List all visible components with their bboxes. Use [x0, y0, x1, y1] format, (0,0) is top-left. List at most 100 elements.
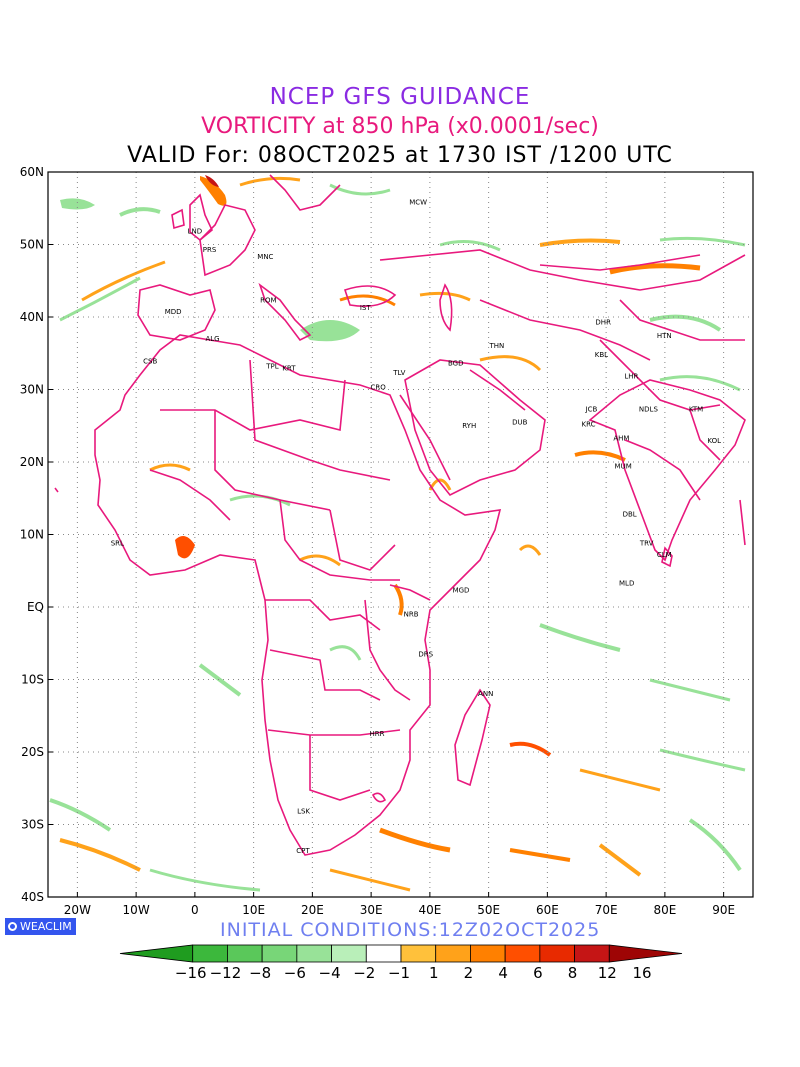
city-label-cro: CRO [371, 384, 387, 392]
colorbar-label: −2 [353, 964, 375, 982]
colorbar-segment [192, 944, 228, 963]
city-label-krc: KRC [582, 420, 596, 428]
city-label-prs: PRS [203, 246, 217, 254]
lat-label: 40N [20, 310, 44, 324]
lon-label: 40E [418, 903, 441, 917]
city-label-csb: CSB [143, 357, 157, 365]
city-label-dbl: DBL [623, 510, 637, 518]
colorbar-segment [435, 944, 471, 963]
vorticity-field [49, 175, 746, 892]
lat-label: 10N [20, 528, 44, 542]
lat-label: 50N [20, 238, 44, 252]
lat-label: 30N [20, 383, 44, 397]
city-label-jcb: JCB [585, 405, 598, 413]
colorbar-segment [296, 944, 332, 963]
lon-label: 20E [301, 903, 324, 917]
city-label-dhr: DHR [595, 318, 611, 326]
city-label-ahm: AHM [613, 434, 629, 442]
city-label-kbl: KBL [595, 351, 608, 359]
city-label-trv: TRV [639, 539, 654, 547]
city-label-lnd: LND [188, 228, 203, 236]
city-label-htn: HTN [657, 332, 672, 340]
city-label-lhr: LHR [624, 373, 638, 381]
colorbar-label: −16 [175, 964, 207, 982]
colorbar-segment [470, 944, 506, 963]
lon-label: 50E [477, 903, 500, 917]
colorbar: −16 −12 −8 −6 −4 −2 −1 1 2 4 6 8 12 16 [119, 944, 683, 982]
city-label-clm: CLM [657, 551, 672, 559]
colorbar-segment [400, 944, 437, 963]
colorbar-label: 6 [533, 964, 543, 982]
lon-label: 80E [653, 903, 676, 917]
colorbar-label: −8 [249, 964, 271, 982]
weaclim-logo: WEACLIM [5, 918, 76, 935]
lon-label: 30E [360, 903, 383, 917]
city-label-ann: ANN [478, 690, 493, 698]
map-title: NCEP GFS GUIDANCE [269, 84, 531, 110]
city-label-krt: KRT [282, 365, 296, 373]
colorbar-segment [539, 944, 575, 963]
lat-label: 30S [21, 818, 44, 832]
city-label-hrr: HRR [370, 730, 385, 738]
logo-ring-icon [8, 922, 17, 931]
colorbar-label: −4 [319, 964, 341, 982]
lat-lon-grid [48, 172, 753, 897]
city-label-ist: IST [360, 304, 372, 312]
colorbar-segment [365, 944, 402, 963]
city-label-mum: MUM [615, 463, 632, 471]
city-label-ndls: NDLS [639, 405, 659, 413]
lat-label: 20N [20, 455, 44, 469]
city-label-bgd: BGD [448, 360, 464, 368]
initial-conditions: INITIAL CONDITIONS:12Z02OCT2025 [220, 919, 601, 941]
colorbar-arrow-low [119, 944, 194, 963]
map-subtitle: VORTICITY at 850 hPa (x0.0001/sec) [201, 114, 599, 139]
lon-label: 70E [595, 903, 618, 917]
city-label-lsk: LSK [297, 808, 310, 816]
city-label-tlv: TLV [392, 369, 405, 377]
colorbar-label: 2 [464, 964, 474, 982]
city-labels: MCW LND PRS MNC ROM IST MDD ALG CSB TPL KRT CRO TLV B… [111, 199, 721, 855]
city-label-srl: SRL [111, 539, 124, 547]
valid-time: VALID For: 08OCT2025 at 1730 IST /1200 U… [127, 143, 673, 168]
lat-label: 20S [21, 745, 44, 759]
lon-label: 60E [536, 903, 559, 917]
longitude-labels: 20W 10W 0 10E 20E 30E 40E 50E 60E 70E 80E 90E [64, 892, 735, 917]
colorbar-segment [504, 944, 541, 963]
colorbar-label: 16 [632, 964, 651, 982]
city-label-tpl: TPL [265, 362, 278, 370]
colorbar-segment [331, 944, 367, 963]
lon-label: 90E [712, 903, 735, 917]
lon-label: 20W [64, 903, 91, 917]
lon-label: 10E [242, 903, 265, 917]
lon-label: 0 [191, 903, 199, 917]
city-label-mnc: MNC [257, 253, 273, 261]
colorbar-label: 12 [598, 964, 617, 982]
lat-label: 10S [21, 673, 44, 687]
city-label-rom: ROM [260, 297, 276, 305]
city-label-alg: ALG [205, 335, 219, 343]
lon-label: 10W [123, 903, 150, 917]
latitude-labels: 60N 50N 40N 30N 20N 10N EQ 10S 20S 30S 40S [20, 165, 53, 904]
colorbar-segment [261, 944, 298, 963]
city-label-kol: KOL [707, 437, 721, 445]
city-label-ktm: KTM [689, 405, 703, 413]
city-label-dub: DUB [512, 418, 528, 426]
city-label-mgd: MGD [453, 587, 470, 595]
colorbar-label: −1 [388, 964, 410, 982]
colorbar-arrow-high [608, 944, 683, 963]
city-label-thn: THN [488, 342, 504, 350]
city-label-mdd: MDD [165, 308, 182, 316]
coastlines [54, 174, 746, 856]
city-label-ryh: RYH [462, 422, 476, 430]
colorbar-label: 8 [568, 964, 578, 982]
city-label-mld: MLD [619, 579, 634, 587]
city-label-nrb: NRB [404, 610, 419, 618]
colorbar-segment [227, 944, 263, 963]
colorbar-label: −12 [210, 964, 242, 982]
colorbar-label: −6 [284, 964, 306, 982]
colorbar-label: 4 [498, 964, 508, 982]
colorbar-segment [574, 944, 610, 963]
brand-label: WEACLIM [20, 920, 72, 933]
city-label-mcw: MCW [409, 199, 427, 207]
